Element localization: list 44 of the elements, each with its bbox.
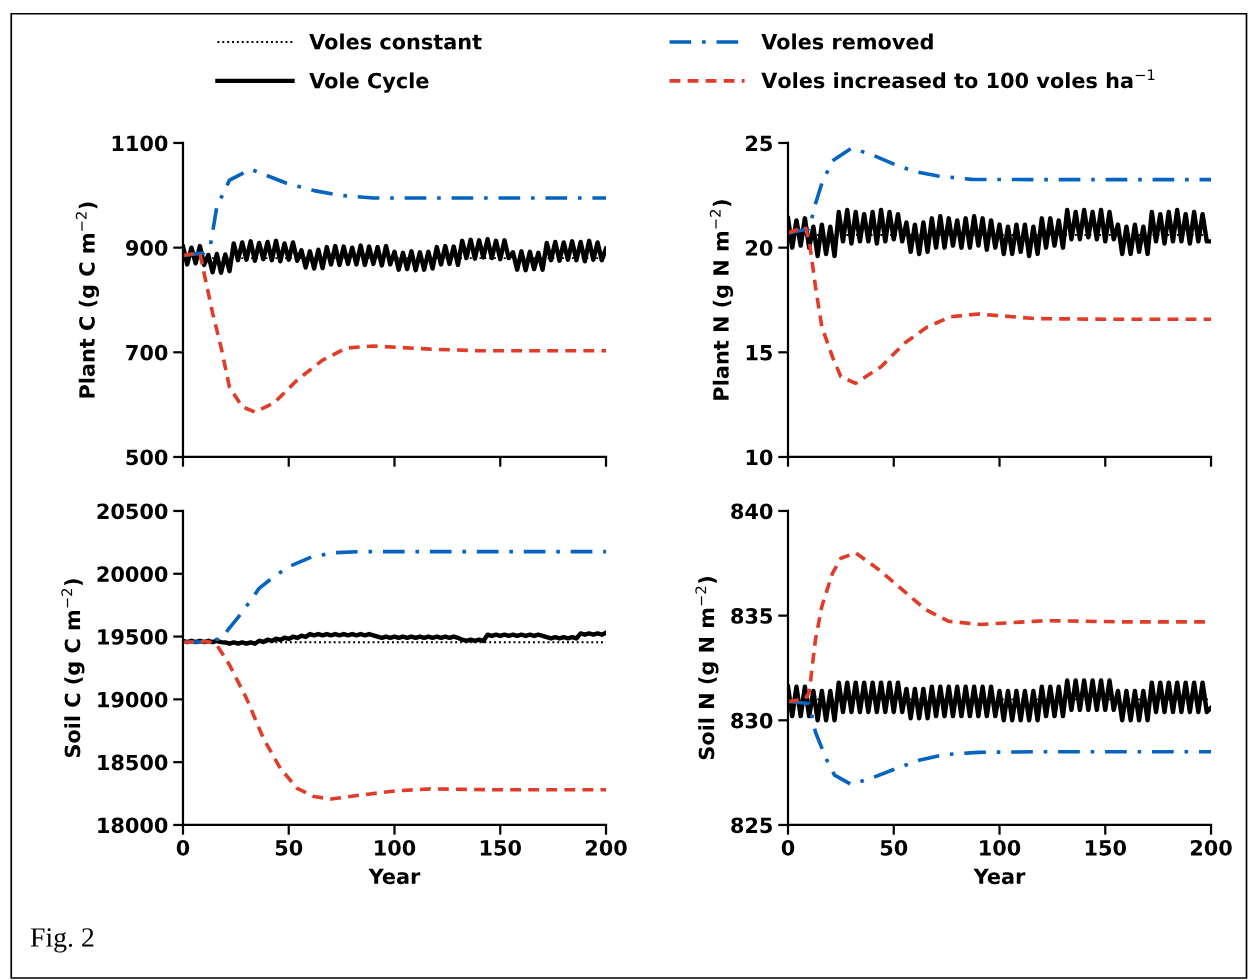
x-tick-label: 200 — [585, 839, 627, 856]
y-tick-label: 1100 — [112, 135, 168, 152]
x-axis-title: Year — [973, 868, 1026, 885]
legend-label: Voles increased to 100 voles ha$^{−1}$ — [761, 69, 1155, 89]
line-series — [787, 699, 1212, 787]
line-series — [182, 251, 607, 414]
x-tick-label: 200 — [1190, 839, 1232, 856]
y-axis-title: Soil C (g C m$^{−2}$) — [61, 579, 85, 758]
y-tick-label: 25 — [746, 135, 772, 152]
line-series — [787, 146, 1212, 235]
x-tick-label: 50 — [275, 839, 303, 856]
x-tick-label: 0 — [176, 839, 190, 856]
y-tick-label: 835 — [731, 608, 772, 624]
legend-label: Vole Cycle — [309, 72, 429, 93]
y-tick-label: 20 — [746, 240, 773, 256]
y-tick-label: 20500 — [97, 503, 168, 520]
legend-label: Voles constant — [309, 33, 482, 50]
y-tick-label: 19000 — [98, 691, 168, 708]
line-series — [182, 639, 607, 801]
y-tick-label: 19500 — [98, 629, 168, 645]
caption: Fig. 2 — [30, 928, 94, 953]
y-tick-label: 700 — [126, 344, 168, 361]
y-axis-title: Soil N (g N m$^{−2}$) — [695, 577, 719, 760]
x-tick-label: 50 — [880, 839, 908, 856]
x-tick-label: 150 — [1085, 839, 1127, 856]
y-tick-label: 18000 — [98, 817, 168, 834]
x-tick-label: 100 — [375, 839, 416, 856]
y-axis-title: Plant N (g N m$^{−2}$) — [709, 200, 734, 400]
y-tick-label: 10 — [746, 449, 773, 466]
y-tick-label: 830 — [731, 712, 773, 729]
x-tick-label: 0 — [781, 839, 795, 856]
y-tick-label: 840 — [731, 503, 773, 520]
x-tick-label: 100 — [980, 839, 1021, 856]
line-series — [787, 224, 1212, 386]
y-tick-label: 20000 — [97, 566, 168, 582]
y-tick-label: 18500 — [98, 754, 168, 771]
x-axis-title: Year — [368, 868, 421, 885]
y-axis-title: Plant C (g C m$^{−2}$) — [75, 202, 100, 398]
x-tick-label: 150 — [480, 839, 521, 856]
y-tick-label: 825 — [731, 817, 772, 834]
y-tick-label: 500 — [126, 449, 168, 466]
legend-label: Voles removed — [761, 33, 933, 50]
y-tick-label: 900 — [125, 240, 168, 256]
y-tick-label: 15 — [746, 345, 772, 361]
